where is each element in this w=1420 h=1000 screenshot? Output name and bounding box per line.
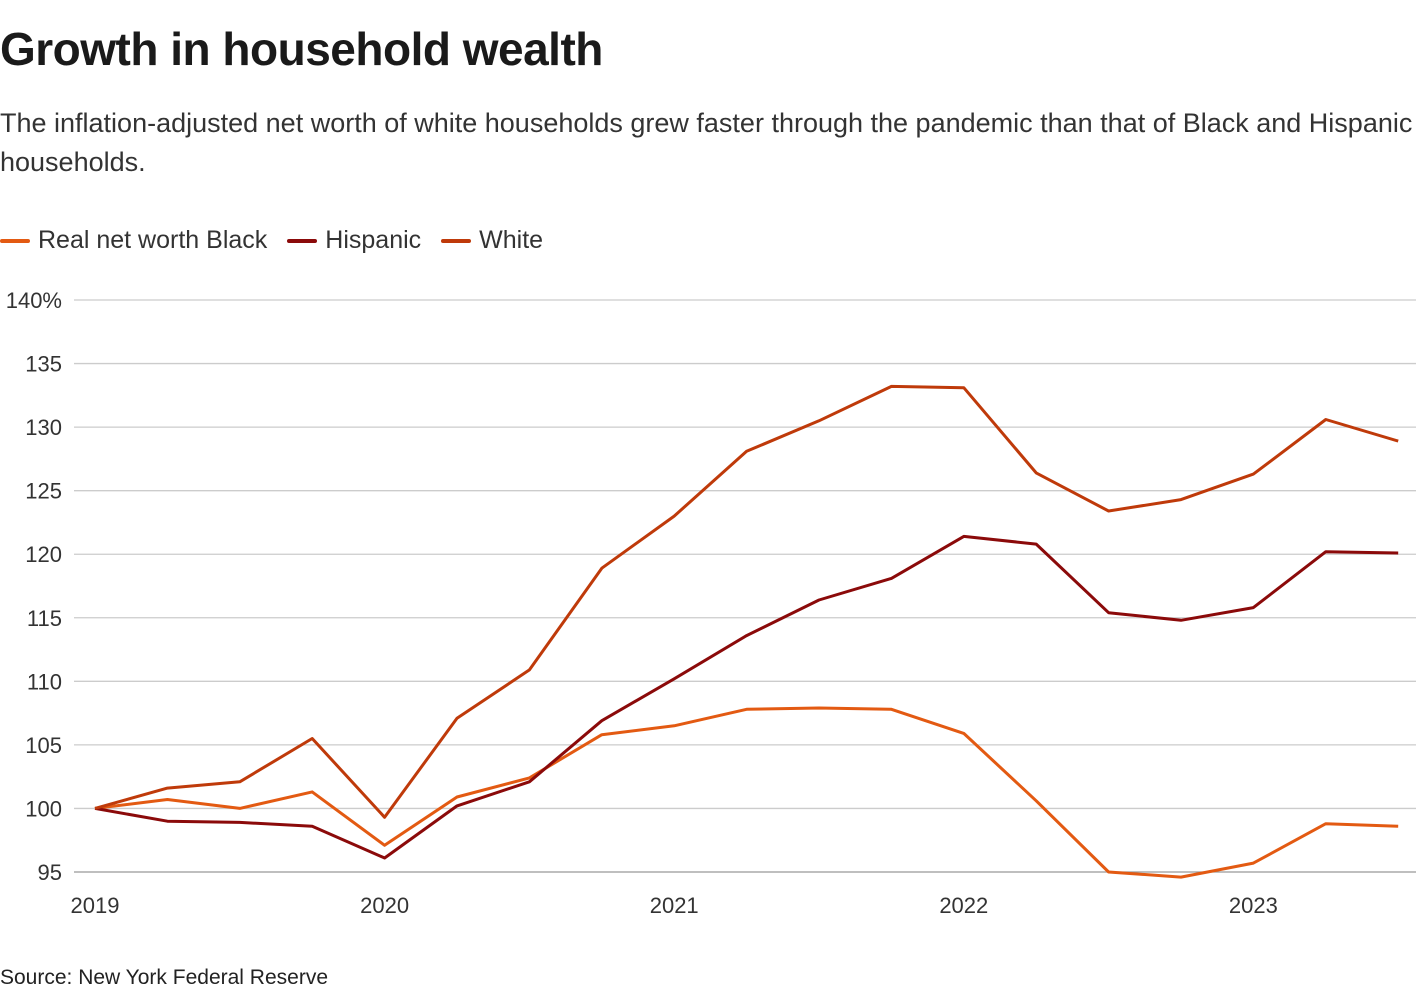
x-tick-label: 2023: [1229, 893, 1278, 918]
y-tick-label: 95: [38, 860, 62, 885]
chart-title: Growth in household wealth: [0, 23, 603, 75]
y-tick-label: 125: [25, 479, 62, 504]
legend-item: Real net worth Black: [0, 226, 267, 255]
legend-item: Hispanic: [287, 226, 421, 255]
legend-label: White: [479, 226, 544, 254]
y-tick-label: 105: [25, 733, 62, 758]
y-tick-label: 135: [25, 352, 62, 377]
source-note: Source: New York Federal Reserve: [0, 966, 328, 989]
x-tick-label: 2020: [360, 893, 409, 918]
x-tick-label: 2019: [71, 893, 120, 918]
x-tick-label: 2022: [939, 893, 988, 918]
chart-subtitle: The inflation-adjusted net worth of whit…: [0, 108, 1413, 177]
y-tick-label: 115: [27, 606, 62, 631]
legend-swatch: [441, 238, 472, 243]
series-line-white: [94, 384, 1399, 819]
series-line-hispanic: [94, 534, 1399, 860]
y-tick-label: 100: [25, 796, 62, 821]
y-tick-label: 110: [27, 669, 62, 694]
legend: Real net worth Black Hispanic White: [0, 226, 563, 255]
legend-label: Real net worth Black: [38, 226, 268, 254]
y-tick-label: 140%: [6, 288, 62, 313]
legend-item: White: [441, 226, 543, 255]
series-line-real-net-worth-black: [94, 706, 1399, 879]
y-tick-label: 130: [25, 415, 62, 440]
y-tick-label: 120: [25, 542, 62, 567]
legend-label: Hispanic: [325, 226, 422, 254]
x-tick-label: 2021: [650, 893, 699, 918]
legend-swatch: [0, 238, 30, 243]
legend-swatch: [287, 238, 318, 243]
